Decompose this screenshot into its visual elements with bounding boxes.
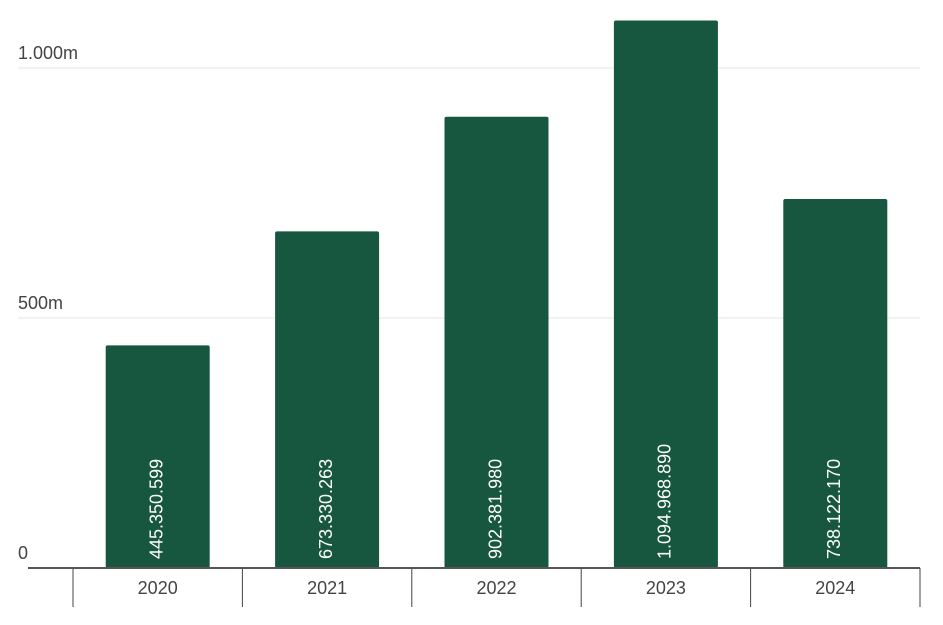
x-tick-label: 2022: [476, 578, 516, 598]
x-tick-label: 2021: [307, 578, 347, 598]
bar: [105, 345, 210, 568]
y-tick-label: 1.000m: [18, 43, 78, 63]
x-tick-label: 2024: [815, 578, 855, 598]
value-label: 445.350.599: [146, 459, 166, 559]
bar: [783, 198, 888, 569]
x-tick-label: 2020: [138, 578, 178, 598]
value-label: 1.094.968.890: [655, 444, 675, 559]
bar: [444, 116, 549, 568]
value-label: 738.122.170: [824, 459, 844, 559]
x-tick-label: 2023: [646, 578, 686, 598]
value-label: 902.381.980: [485, 459, 505, 559]
bar: [613, 20, 718, 568]
y-tick-label: 500m: [18, 293, 63, 313]
bar: [275, 231, 380, 568]
y-tick-label: 0: [18, 543, 28, 563]
value-label: 673.330.263: [316, 459, 336, 559]
